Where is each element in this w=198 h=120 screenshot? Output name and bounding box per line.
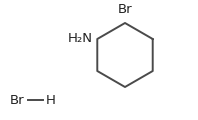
Text: Br: Br [10,93,25,107]
Text: H: H [46,93,56,107]
Text: H₂N: H₂N [67,33,92,45]
Text: Br: Br [118,3,132,16]
